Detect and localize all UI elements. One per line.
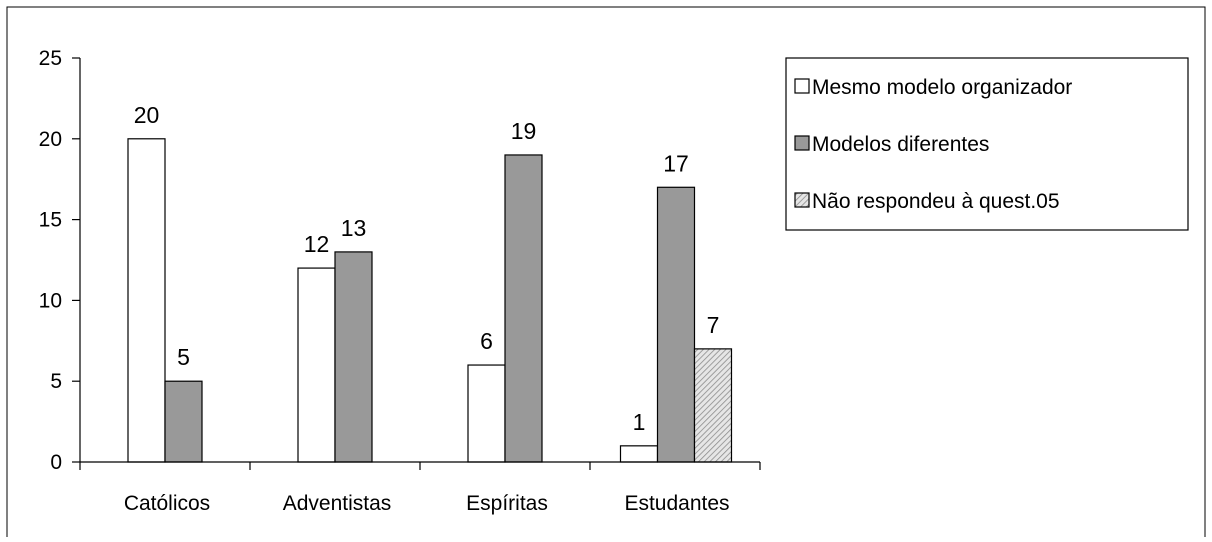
data-label: 17 [663, 150, 689, 176]
data-label: 7 [707, 312, 720, 338]
y-tick-label: 5 [50, 370, 62, 393]
outer-border [6, 6, 1206, 537]
legend: Mesmo modelo organizador Modelos diferent… [785, 57, 1189, 231]
legend-swatch [794, 78, 810, 94]
data-label: 1 [633, 409, 646, 435]
y-tick-label: 15 [39, 209, 62, 232]
legend-label: Não respondeu à quest.05 [812, 190, 1060, 213]
x-category-label: Estudantes [624, 492, 729, 515]
x-category-label: Espíritas [466, 492, 548, 515]
bar [504, 154, 543, 463]
data-label: 20 [134, 102, 160, 128]
bar [467, 364, 506, 463]
legend-label: Modelos diferentes [812, 133, 989, 156]
y-tick-label: 20 [39, 128, 62, 151]
legend-swatch [794, 135, 810, 151]
legend-box [785, 57, 1189, 231]
plot-area: 0 5 10 15 20 25 20 5 12 13 6 19 1 17 7 Católicos Adventi… [39, 47, 761, 515]
bar [127, 138, 166, 463]
data-label: 5 [177, 344, 190, 370]
bar [297, 267, 336, 463]
bar [334, 251, 373, 463]
x-category-label: Adventistas [283, 492, 392, 515]
x-category-label: Católicos [124, 492, 210, 515]
bar [693, 348, 733, 463]
data-label: 19 [511, 118, 537, 144]
y-tick-label: 0 [50, 451, 62, 474]
data-label: 13 [341, 215, 367, 241]
data-label: 6 [480, 328, 493, 354]
y-tick-label: 10 [39, 289, 62, 312]
legend-label: Mesmo modelo organizador [812, 76, 1072, 99]
bar [164, 380, 203, 463]
data-label: 12 [304, 231, 330, 257]
y-tick-label: 25 [39, 47, 62, 70]
bar [619, 445, 659, 463]
legend-swatch [794, 192, 810, 208]
bar [656, 186, 696, 463]
